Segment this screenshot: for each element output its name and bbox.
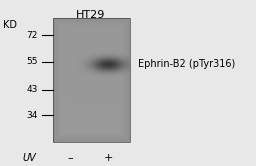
Text: KD: KD [3, 20, 17, 30]
Text: 34: 34 [27, 111, 38, 120]
Text: Ephrin-B2 (pTyr316): Ephrin-B2 (pTyr316) [138, 59, 235, 69]
Text: 43: 43 [27, 85, 38, 94]
Bar [53, 18, 130, 142]
Text: 55: 55 [27, 57, 38, 67]
Text: HT29: HT29 [76, 10, 106, 20]
Text: –: – [67, 153, 73, 163]
Text: UV: UV [22, 153, 36, 163]
Text: 72: 72 [27, 31, 38, 40]
Text: +: + [103, 153, 113, 163]
